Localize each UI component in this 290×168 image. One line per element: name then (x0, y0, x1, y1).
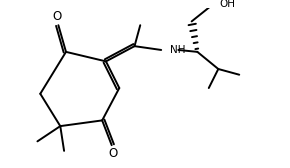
Text: NH: NH (170, 45, 185, 55)
Text: O: O (53, 10, 62, 23)
Text: O: O (108, 147, 117, 160)
Text: OH: OH (219, 0, 235, 9)
